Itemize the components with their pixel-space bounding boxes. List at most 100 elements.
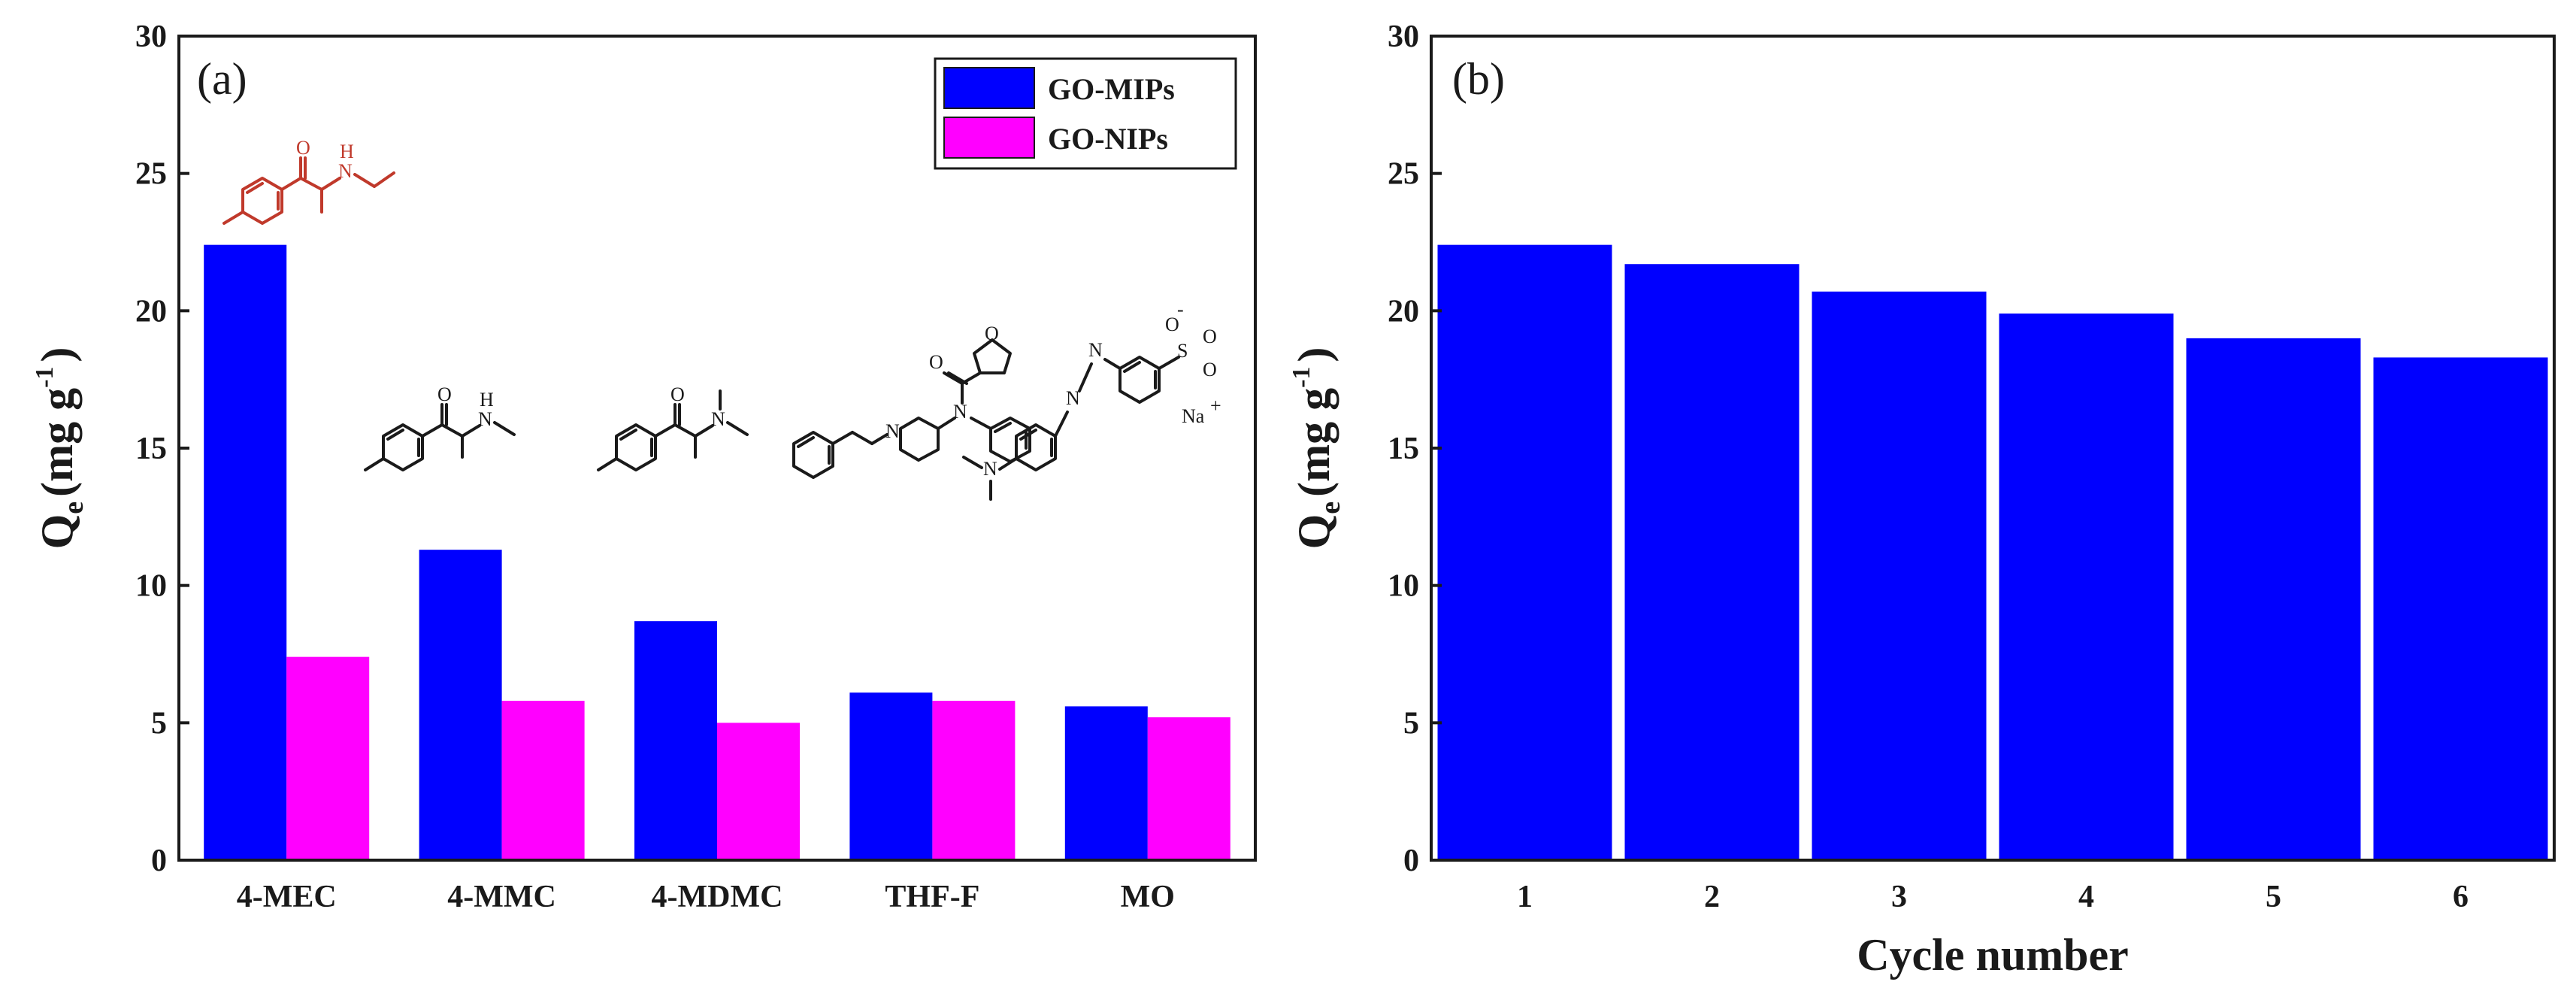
y-tick-label: 10 xyxy=(1388,569,1419,604)
atom-n: N xyxy=(478,408,492,430)
panel-b-ylabel-close: ) xyxy=(1289,347,1339,362)
panel-b-ylabel-sub: e xyxy=(1315,502,1346,514)
atom-n: N xyxy=(1066,387,1080,409)
bar-go-nips-4-mmc xyxy=(501,701,585,860)
panel-a-legend: GO-MIPs GO-NIPs xyxy=(934,57,1237,170)
atom-n: N xyxy=(885,420,900,442)
atom-o: O xyxy=(985,323,999,344)
atom-o-minus: O xyxy=(1165,314,1179,335)
charge-minus: - xyxy=(1177,298,1184,320)
y-tick-label: 10 xyxy=(135,569,167,604)
panel-b-y-ticks: 0 5 10 15 20 25 30 xyxy=(1388,20,1442,878)
panel-a-ylabel-close: ) xyxy=(32,347,82,362)
legend-label-go-nips: GO-NIPs xyxy=(1048,122,1168,156)
panel-a-ylabel-exp: -1 xyxy=(31,367,59,388)
charge-plus: + xyxy=(1210,395,1221,417)
y-tick-label: 5 xyxy=(1403,706,1419,741)
atom-o: O xyxy=(1203,359,1217,380)
bar-go-mips-4-mmc xyxy=(419,550,502,860)
svg-text:Qe(mg g-1): Qe (mg g-1) xyxy=(1288,347,1346,550)
panel-a-ylabel-unit: (mg g xyxy=(32,388,82,497)
panel-b-x-axis-title: Cycle number xyxy=(1857,930,2129,980)
bar-go-mips-mo xyxy=(1064,706,1148,860)
bar-go-mips-4-mec xyxy=(204,244,287,860)
panel-a-y-ticks: 0 5 10 15 20 25 30 xyxy=(135,20,189,878)
atom-o: O xyxy=(437,383,452,405)
bar-go-mips-thf-f xyxy=(849,692,933,860)
bar-q-e-2 xyxy=(1624,264,1800,860)
bar-go-nips-thf-f xyxy=(932,701,1016,860)
legend-swatch-go-mips xyxy=(943,67,1035,109)
panel-a-x-ticks: 4-MEC 4-MMC 4-MDMC THF-F MO xyxy=(237,880,1175,914)
y-tick-label: 15 xyxy=(1388,432,1419,466)
bar-q-e-3 xyxy=(1812,291,1987,860)
panel-b-y-axis-title: Qe (mg g-1) xyxy=(1288,347,1346,550)
panel-a-plot-frame xyxy=(177,35,1257,862)
atom-n: N xyxy=(338,160,353,182)
y-tick-label: 20 xyxy=(1388,294,1419,329)
sodium-ion: Na xyxy=(1182,405,1205,427)
panel-b-plot-frame xyxy=(1430,35,2556,862)
atom-n: N xyxy=(1088,339,1103,361)
atom-h: H xyxy=(340,141,354,162)
bar-q-e-1 xyxy=(1437,244,1612,860)
panel-a-y-axis-title: Qe (mg g-1) xyxy=(31,347,89,550)
svg-text:Qe(mg g-1): Qe (mg g-1) xyxy=(31,347,89,550)
bar-q-e-5 xyxy=(2186,338,2361,860)
atom-o: O xyxy=(670,383,685,405)
structure-4-mmc: O N H xyxy=(364,383,516,471)
structure-mo: S O - O O Na + N N N xyxy=(962,298,1221,501)
bar-go-nips-mo xyxy=(1147,717,1230,860)
y-tick-label: 15 xyxy=(135,432,167,466)
bar-q-e-6 xyxy=(2373,357,2548,860)
panel-a-label: (a) xyxy=(197,54,247,104)
panel-b-ylabel-exp: -1 xyxy=(1288,367,1315,388)
y-tick-label: 25 xyxy=(1388,157,1419,192)
atom-n: N xyxy=(983,458,997,480)
atom-o: O xyxy=(929,351,943,373)
panel-a-ylabel-q: Q xyxy=(32,514,82,550)
structure-thf-f: N N O O xyxy=(792,323,1031,479)
bar-go-mips-4-mdmc xyxy=(634,621,717,860)
bar-go-nips-4-mdmc xyxy=(717,723,800,860)
panel-b-label: (b) xyxy=(1452,54,1505,104)
panel-b-ylabel-unit: (mg g xyxy=(1289,388,1339,497)
panel-a-bars xyxy=(204,244,1230,860)
x-tick-label-6: 6 xyxy=(2453,880,2469,914)
bar-go-nips-4-mec xyxy=(286,656,370,860)
atom-n: N xyxy=(711,408,725,430)
atom-o: O xyxy=(1203,326,1217,347)
panel-b-bars xyxy=(1437,244,2548,860)
x-tick-label-2: 2 xyxy=(1704,880,1720,914)
atom-n: N xyxy=(953,401,967,423)
structure-4-mdmc: O N xyxy=(597,383,749,471)
atom-s: S xyxy=(1177,340,1188,362)
y-tick-label: 5 xyxy=(151,706,167,741)
panel-b: 0 5 10 15 20 25 30 1 2 3 4 5 6 (b) Qe (mg g-1) Cycle… xyxy=(1288,20,2556,980)
x-tick-label-3: 3 xyxy=(1891,880,1907,914)
y-tick-label: 0 xyxy=(1403,844,1419,878)
x-tick-label-4: 4 xyxy=(2078,880,2094,914)
x-tick-label-1: 1 xyxy=(1517,880,1533,914)
atom-h: H xyxy=(480,389,494,411)
panel-b-ylabel-q: Q xyxy=(1289,514,1339,550)
structure-4-mec: O N H xyxy=(222,137,395,225)
x-tick-label-4-mec: 4-MEC xyxy=(237,880,337,914)
y-tick-label: 30 xyxy=(1388,20,1419,54)
x-tick-label-mo: MO xyxy=(1121,880,1175,914)
y-tick-label: 0 xyxy=(151,844,167,878)
y-tick-label: 30 xyxy=(135,20,167,54)
legend-label-go-mips: GO-MIPs xyxy=(1048,72,1175,106)
panel-a-ylabel-sub: e xyxy=(58,502,89,514)
atom-o: O xyxy=(296,137,310,159)
x-tick-label-4-mdmc: 4-MDMC xyxy=(652,880,783,914)
panel-a: 0 5 10 15 20 25 30 4-MEC 4-MMC 4-MDMC THF-F MO (a)… xyxy=(31,20,1257,914)
x-tick-label-5: 5 xyxy=(2266,880,2281,914)
legend-swatch-go-nips xyxy=(943,117,1035,159)
x-tick-label-thf-f: THF-F xyxy=(885,880,979,914)
x-tick-label-4-mmc: 4-MMC xyxy=(447,880,556,914)
y-tick-label: 25 xyxy=(135,157,167,192)
bar-q-e-4 xyxy=(1999,313,2174,860)
panel-b-x-ticks: 1 2 3 4 5 6 xyxy=(1517,880,2469,914)
